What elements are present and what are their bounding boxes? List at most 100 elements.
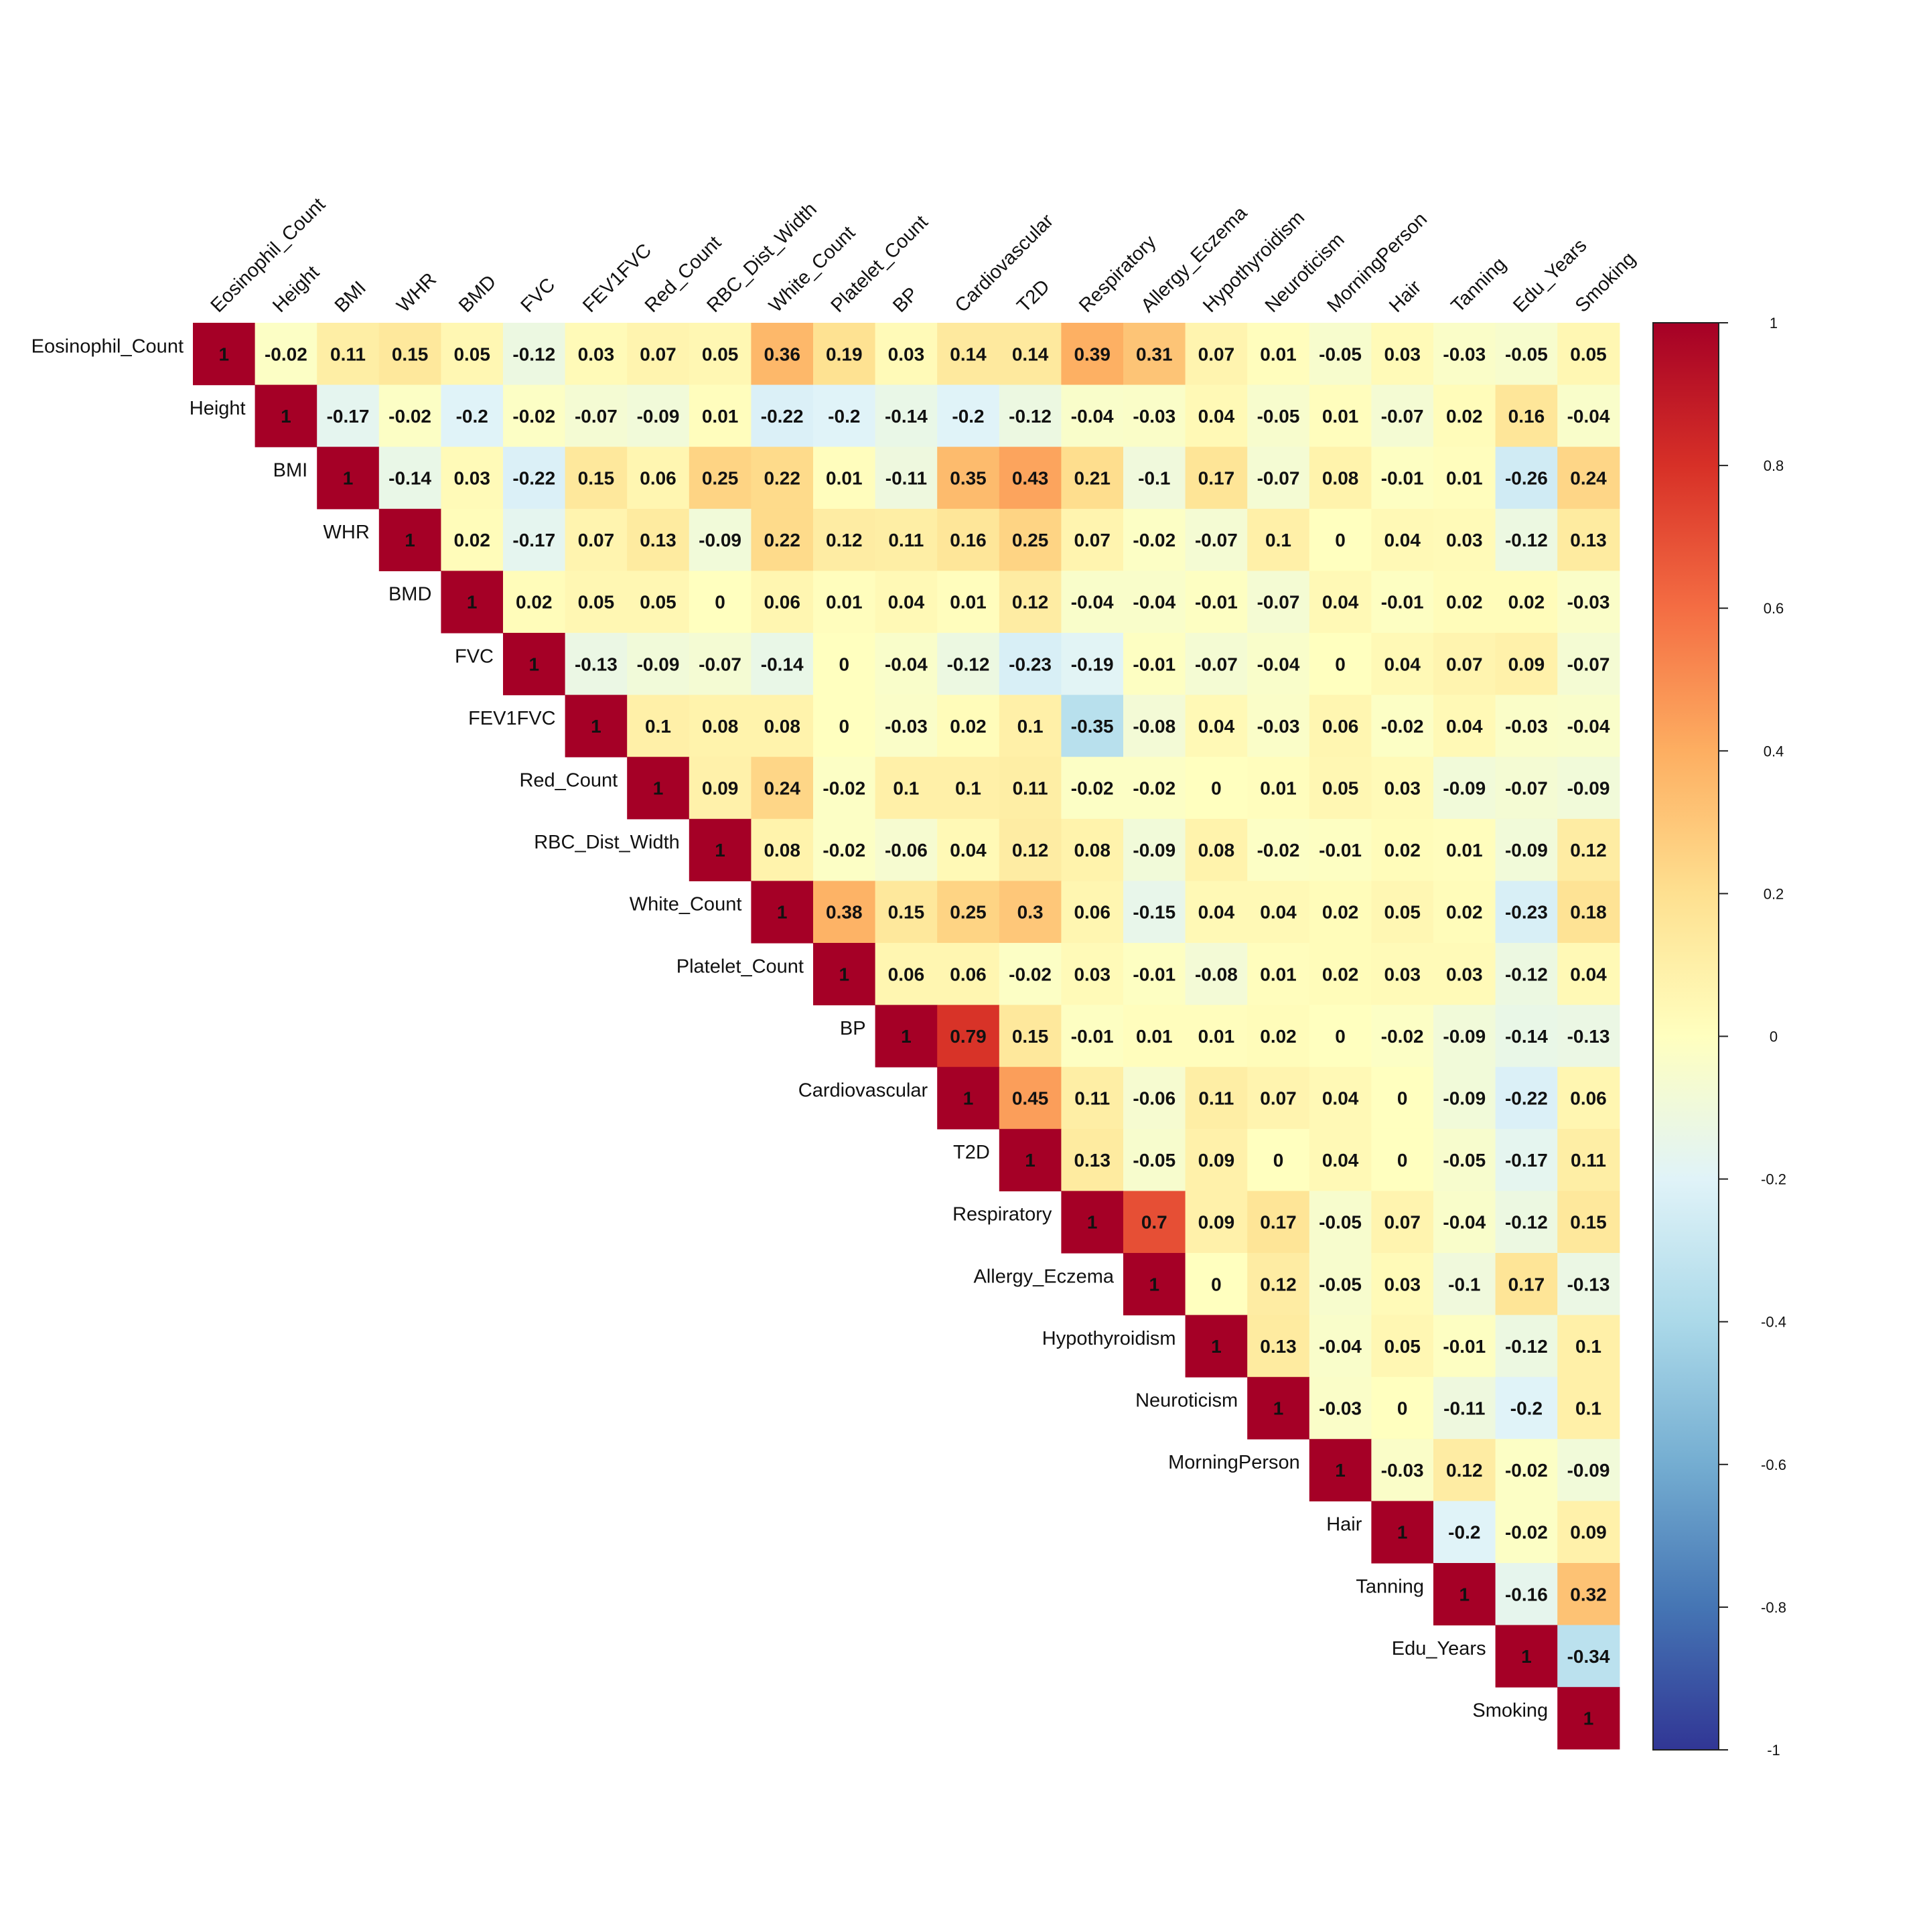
- cells-layer: 1 -0.02 0.11 0.15 0.05 -0.12 0.03 0.07 0.05 0.36 0…: [193, 323, 1620, 1750]
- cell-value-label: 0.25: [702, 468, 739, 489]
- cell-Eosinophil_Count-BP: [875, 323, 938, 386]
- cell-value-label: 0.1: [1575, 1336, 1601, 1357]
- cell-Platelet_Count-Cardiovascular: [937, 943, 1000, 1006]
- cell-value-label: -0.11: [1443, 1398, 1485, 1419]
- cell-FEV1FVC-Tanning: [1433, 694, 1496, 757]
- cell-BMI-T2D: [999, 447, 1062, 510]
- cell-Height-MorningPerson: [1309, 384, 1372, 447]
- cell-value-label: -0.01: [1443, 1336, 1486, 1357]
- row-label-Hypothyroidism: Hypothyroidism: [1042, 1328, 1176, 1349]
- colorbar-tick-label: -1: [1767, 1742, 1780, 1759]
- cell-BMI-FEV1FVC: [565, 447, 628, 510]
- cell-value-label: -0.2: [952, 406, 984, 427]
- colorbar-tick-label: 0.8: [1764, 457, 1784, 474]
- cell-value-label: 0.1: [1017, 716, 1044, 737]
- cell-value-label: 0.17: [1260, 1212, 1297, 1233]
- cell-value-label: -0.05: [1505, 344, 1548, 364]
- cell-value-label: 0: [715, 592, 725, 613]
- cell-RBC_Dist_Width-BP: [875, 818, 938, 881]
- cell-value-label: -0.03: [1381, 1460, 1424, 1481]
- cell-value-label: 0.17: [1198, 468, 1235, 489]
- row-label-Tanning: Tanning: [1356, 1576, 1424, 1597]
- cell-FEV1FVC-Platelet_Count: [813, 694, 876, 757]
- cell-WHR-White_Count: [751, 508, 814, 571]
- cell-value-label: 0.07: [578, 530, 615, 550]
- cell-Eosinophil_Count-Platelet_Count: [813, 323, 876, 386]
- cell-Eosinophil_Count-Eosinophil_Count: [193, 323, 256, 386]
- cell-value-label: -0.04: [1071, 406, 1114, 427]
- cell-Eosinophil_Count-Red_Count: [627, 323, 690, 386]
- cell-value-label: -0.08: [1133, 716, 1175, 737]
- cell-value-label: -0.02: [1381, 716, 1424, 737]
- cell-Respiratory-Tanning: [1433, 1191, 1496, 1254]
- cell-White_Count-Allergy_Eczema: [1123, 881, 1186, 944]
- cell-value-label: 0.19: [826, 344, 863, 364]
- cell-FEV1FVC-Neuroticism: [1247, 694, 1310, 757]
- cell-Height-Tanning: [1433, 384, 1496, 447]
- cell-value-label: 0.12: [1012, 840, 1049, 861]
- cell-RBC_Dist_Width-Smoking: [1557, 818, 1620, 881]
- cell-value-label: -0.03: [1257, 716, 1300, 737]
- cell-RBC_Dist_Width-White_Count: [751, 818, 814, 881]
- cell-Respiratory-Hair: [1371, 1191, 1434, 1254]
- cell-value-label: 0.15: [1012, 1026, 1049, 1047]
- cell-value-label: -0.09: [1567, 1460, 1610, 1481]
- cell-value-label: 1: [1211, 1336, 1222, 1357]
- cell-value-label: 0.02: [516, 592, 553, 613]
- cell-RBC_Dist_Width-Platelet_Count: [813, 818, 876, 881]
- cell-Red_Count-Respiratory: [1061, 757, 1124, 820]
- cell-value-label: -0.02: [1133, 778, 1175, 799]
- cell-BP-Edu_Years: [1495, 1005, 1558, 1067]
- cell-Eosinophil_Count-Hair: [1371, 323, 1434, 386]
- cell-Tanning-Edu_Years: [1495, 1563, 1558, 1626]
- cell-value-label: -0.07: [1567, 654, 1610, 674]
- cell-value-label: 0.02: [1508, 592, 1545, 613]
- cell-BMI-Edu_Years: [1495, 447, 1558, 510]
- cell-value-label: 0.05: [453, 344, 490, 364]
- cell-value-label: -0.11: [885, 468, 927, 489]
- cell-Eosinophil_Count-T2D: [999, 323, 1062, 386]
- cell-BMD-MorningPerson: [1309, 571, 1372, 634]
- col-label-BMD: BMD: [455, 271, 500, 317]
- cell-RBC_Dist_Width-Edu_Years: [1495, 818, 1558, 881]
- cell-White_Count-Edu_Years: [1495, 881, 1558, 944]
- cell-FVC-RBC_Dist_Width: [689, 633, 752, 696]
- cell-Hypothyroidism-Tanning: [1433, 1315, 1496, 1378]
- cell-value-label: 1: [1273, 1398, 1284, 1419]
- row-label-Allergy_Eczema: Allergy_Eczema: [973, 1266, 1114, 1287]
- cell-Eosinophil_Count-Height: [255, 323, 317, 386]
- cell-value-label: 0.13: [1074, 1150, 1111, 1171]
- cell-value-label: 1: [1087, 1212, 1098, 1233]
- colorbar-tick-label: 0.2: [1764, 885, 1784, 902]
- cell-WHR-FVC: [503, 508, 566, 571]
- cell-value-label: -0.12: [1505, 1212, 1548, 1233]
- cell-WHR-WHR: [378, 508, 441, 571]
- cell-T2D-Hair: [1371, 1128, 1434, 1191]
- cell-value-label: 0.05: [702, 344, 739, 364]
- cell-Neuroticism-Hair: [1371, 1377, 1434, 1440]
- cell-value-label: 0.04: [1570, 964, 1607, 984]
- cell-value-label: -0.02: [1381, 1026, 1424, 1047]
- cell-WHR-Respiratory: [1061, 508, 1124, 571]
- cell-FVC-Cardiovascular: [937, 633, 1000, 696]
- cell-FEV1FVC-Respiratory: [1061, 694, 1124, 757]
- cell-value-label: -0.04: [1443, 1212, 1486, 1233]
- cell-value-label: -0.26: [1505, 468, 1548, 489]
- cell-Cardiovascular-MorningPerson: [1309, 1067, 1372, 1130]
- cell-value-label: -0.1: [1138, 468, 1170, 489]
- cell-value-label: 0.03: [888, 344, 925, 364]
- cell-value-label: -0.17: [1505, 1150, 1548, 1171]
- cell-T2D-Edu_Years: [1495, 1128, 1558, 1191]
- cell-Respiratory-Smoking: [1557, 1191, 1620, 1254]
- cell-BMI-BMD: [441, 447, 504, 510]
- cell-value-label: 0.25: [950, 902, 987, 923]
- cell-value-label: -0.01: [1133, 654, 1175, 674]
- cell-value-label: 0.04: [1322, 1150, 1359, 1171]
- row-label-Eosinophil_Count: Eosinophil_Count: [31, 336, 184, 357]
- cell-Cardiovascular-Tanning: [1433, 1067, 1496, 1130]
- cell-value-label: 0.12: [1012, 592, 1049, 613]
- cell-value-label: 0.3: [1017, 902, 1044, 923]
- cell-FVC-Hypothyroidism: [1185, 633, 1248, 696]
- cell-Respiratory-Hypothyroidism: [1185, 1191, 1248, 1254]
- cell-value-label: 0: [1335, 654, 1346, 674]
